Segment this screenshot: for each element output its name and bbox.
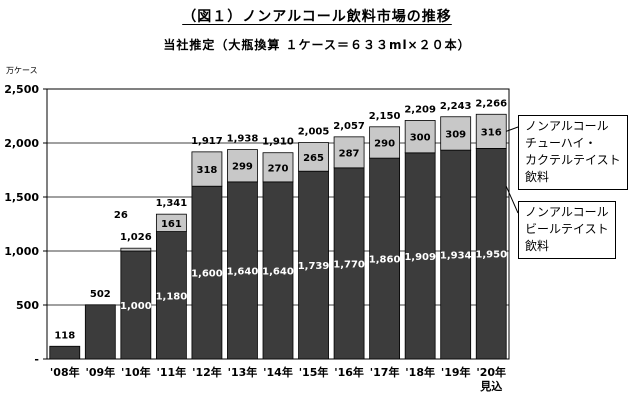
bar-chuhai-cocktail [120, 247, 152, 252]
total-label: 2,005 [298, 127, 330, 138]
total-label: 502 [90, 289, 111, 300]
x-tick-label: '12年 [192, 365, 222, 379]
total-label: 2,057 [333, 121, 365, 132]
x-tick-label: '11年 [157, 365, 187, 379]
y-tick-label: - [34, 353, 39, 366]
bar-beer-taste [298, 170, 329, 360]
bar-beer-taste [333, 167, 365, 360]
bar-chuhai-cocktail [262, 152, 294, 183]
chart-title: （図１）ノンアルコール飲料市場の推移 [182, 9, 452, 25]
bar-chuhai-cocktail [475, 113, 507, 149]
data-label-chuhai: 299 [232, 162, 253, 173]
data-label-chuhai: 270 [268, 163, 289, 174]
x-tick-label: '19年 [441, 365, 471, 379]
x-tick-sublabel: 見込 [479, 379, 502, 393]
bar-beer-taste [49, 345, 81, 360]
data-label-chuhai: 287 [339, 148, 360, 159]
bar-beer-taste [120, 250, 152, 360]
y-unit-label: 万ケース [6, 66, 38, 75]
data-label-chuhai: 265 [303, 153, 324, 164]
bar-chuhai-cocktail [227, 149, 258, 183]
total-label: 1,917 [191, 136, 223, 147]
data-label-chuhai: 300 [410, 133, 431, 144]
data-label-chuhai: 318 [196, 165, 217, 176]
total-label: 118 [54, 330, 75, 341]
y-tick-label: 2,500 [4, 83, 39, 96]
x-tick-label: '16年 [334, 365, 364, 379]
data-label-beer: 1,739 [298, 261, 330, 272]
bar-beer-taste [404, 152, 436, 360]
bar-beer-taste [475, 147, 507, 360]
data-label-chuhai: 309 [445, 129, 466, 140]
total-label: 2,243 [440, 101, 472, 112]
data-label-beer: 1,640 [227, 266, 259, 277]
data-label-chuhai: 316 [481, 127, 502, 138]
x-tick-label: '08年 [50, 365, 80, 379]
data-label-beer: 1,000 [120, 301, 152, 312]
bar-beer-taste [369, 157, 401, 360]
legend-beer-taste: ノンアルコール ビールテイスト 飲料 [518, 201, 616, 259]
annotation-label: 26 [114, 210, 128, 221]
x-tick-label: '17年 [370, 365, 400, 379]
data-label-beer: 1,770 [333, 259, 365, 270]
x-tick-label: '13年 [228, 365, 258, 379]
data-label-beer: 1,640 [262, 266, 294, 277]
data-label-beer: 1,600 [191, 269, 223, 280]
data-label-chuhai: 290 [374, 138, 395, 149]
data-label-beer: 1,180 [156, 291, 188, 302]
data-label-beer: 1,909 [404, 252, 436, 263]
x-tick-label: '20年 [476, 365, 506, 379]
bar-chuhai-cocktail [440, 116, 472, 151]
bar-beer-taste [84, 304, 116, 360]
bar-chuhai-cocktail [404, 120, 436, 154]
total-label: 1,341 [156, 198, 188, 209]
legend-chuhai-cocktail: ノンアルコール チューハイ・ カクテルテイスト 飲料 [518, 115, 628, 190]
total-label: 1,910 [262, 137, 294, 148]
total-label: 2,266 [475, 98, 507, 109]
bar-chuhai-cocktail [191, 151, 223, 187]
y-tick-label: 1,000 [4, 245, 39, 258]
data-label-chuhai: 161 [161, 219, 182, 230]
x-tick-label: '15年 [299, 365, 329, 379]
x-tick-label: '18年 [405, 365, 435, 379]
data-label-beer: 1,860 [369, 255, 401, 266]
bar-beer-taste [227, 181, 258, 360]
data-label-beer: 1,950 [475, 250, 507, 261]
y-tick-label: 500 [16, 299, 39, 312]
x-tick-label: '10年 [121, 365, 151, 379]
y-tick-label: 1,500 [4, 191, 39, 204]
total-label: 1,938 [227, 134, 259, 145]
bar-beer-taste [191, 185, 223, 360]
bar-beer-taste [440, 149, 472, 360]
x-tick-label: '14年 [263, 365, 293, 379]
legend-leader-chuhai [506, 126, 519, 132]
bar-beer-taste [262, 181, 294, 360]
bar-chuhai-cocktail [333, 136, 365, 169]
data-label-beer: 1,934 [440, 251, 472, 262]
chart-subtitle: 当社推定（大瓶換算 １ケース＝６３３ml×２０本） [163, 38, 471, 52]
total-label: 1,026 [120, 232, 152, 243]
y-tick-label: 2,000 [4, 137, 39, 150]
total-label: 2,150 [369, 111, 401, 122]
legend-leader-beer [505, 186, 519, 214]
bar-chuhai-cocktail [369, 126, 401, 159]
bar-chuhai-cocktail [155, 213, 187, 232]
x-tick-label: '09年 [85, 365, 115, 379]
bar-chuhai-cocktail [298, 142, 329, 172]
total-label: 2,209 [404, 104, 436, 115]
